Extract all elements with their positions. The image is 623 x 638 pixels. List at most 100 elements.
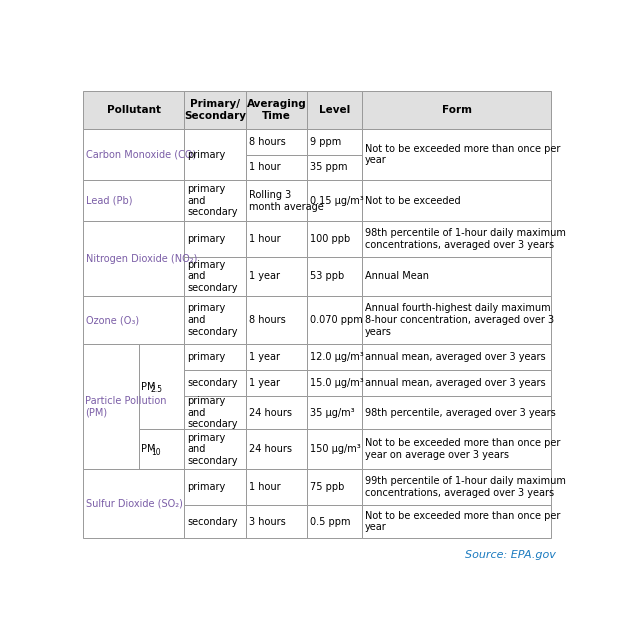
Bar (362, 91, 551, 129)
Text: Not to be exceeded more than once per
year on average over 3 years: Not to be exceeded more than once per ye… (365, 438, 560, 460)
Text: 35 μg/m³: 35 μg/m³ (310, 408, 355, 418)
Bar (139, 429, 184, 469)
Bar (362, 505, 551, 538)
Bar (362, 396, 551, 429)
Text: annual mean, averaged over 3 years: annual mean, averaged over 3 years (365, 378, 545, 388)
Bar (184, 370, 246, 396)
Bar (308, 296, 362, 344)
Text: primary: primary (188, 352, 226, 362)
Bar (184, 344, 246, 370)
Bar (362, 469, 551, 505)
Bar (83, 181, 184, 221)
Text: secondary: secondary (188, 517, 238, 526)
Text: Annual Mean: Annual Mean (365, 272, 429, 281)
Bar (83, 221, 184, 296)
Bar (184, 129, 246, 181)
Bar (362, 429, 551, 469)
Bar (83, 296, 184, 344)
Text: 24 hours: 24 hours (249, 444, 292, 454)
Text: 98th percentile of 1-hour daily maximum
concentrations, averaged over 3 years: 98th percentile of 1-hour daily maximum … (365, 228, 566, 250)
Text: Form: Form (442, 105, 472, 115)
Bar (246, 181, 308, 221)
Bar (362, 129, 551, 181)
Bar (184, 91, 246, 129)
Text: Lead (Pb): Lead (Pb) (85, 196, 132, 206)
Text: 9 ppm: 9 ppm (310, 137, 341, 147)
Bar (83, 344, 139, 469)
Bar (246, 221, 308, 257)
Text: PM: PM (141, 382, 156, 392)
Text: 1 year: 1 year (249, 272, 280, 281)
Text: Ozone (O₃): Ozone (O₃) (85, 315, 139, 325)
Text: primary: primary (188, 149, 226, 160)
Text: 99th percentile of 1-hour daily maximum
concentrations, averaged over 3 years: 99th percentile of 1-hour daily maximum … (365, 477, 566, 498)
Bar (246, 505, 308, 538)
Bar (83, 129, 184, 181)
Bar (246, 257, 308, 296)
Text: 75 ppb: 75 ppb (310, 482, 345, 492)
Bar (246, 91, 308, 129)
Text: 53 ppb: 53 ppb (310, 272, 345, 281)
Bar (83, 469, 184, 538)
Bar (246, 296, 308, 344)
Bar (308, 221, 362, 257)
Bar (246, 344, 308, 370)
Text: Rolling 3
month average: Rolling 3 month average (249, 190, 323, 212)
Bar (246, 370, 308, 396)
Bar (246, 396, 308, 429)
Text: annual mean, averaged over 3 years: annual mean, averaged over 3 years (365, 352, 545, 362)
Text: primary
and
secondary: primary and secondary (188, 396, 238, 429)
Text: primary: primary (188, 482, 226, 492)
Text: 10: 10 (151, 448, 160, 457)
Bar (246, 469, 308, 505)
Bar (362, 221, 551, 257)
Bar (139, 344, 184, 429)
Text: 1 year: 1 year (249, 378, 280, 388)
Bar (184, 181, 246, 221)
Bar (308, 344, 362, 370)
Text: 98th percentile, averaged over 3 years: 98th percentile, averaged over 3 years (365, 408, 556, 418)
Text: 0.15 μg/m³: 0.15 μg/m³ (310, 196, 364, 206)
Text: secondary: secondary (188, 378, 238, 388)
Text: 1 hour: 1 hour (249, 234, 280, 244)
Text: 0.070 ppm: 0.070 ppm (310, 315, 363, 325)
Text: Averaging
Time: Averaging Time (247, 99, 307, 121)
Bar (184, 221, 246, 257)
Text: Carbon Monoxide (CO): Carbon Monoxide (CO) (85, 149, 196, 160)
Bar (308, 396, 362, 429)
Text: Not to be exceeded more than once per
year: Not to be exceeded more than once per ye… (365, 144, 560, 165)
Bar (362, 181, 551, 221)
Text: primary
and
secondary: primary and secondary (188, 184, 238, 218)
Text: 3 hours: 3 hours (249, 517, 285, 526)
Bar (308, 505, 362, 538)
Text: 1 hour: 1 hour (249, 163, 280, 172)
Text: 0.5 ppm: 0.5 ppm (310, 517, 351, 526)
Bar (308, 129, 362, 154)
Text: Nitrogen Dioxide (NO₂): Nitrogen Dioxide (NO₂) (85, 253, 197, 263)
Text: primary
and
secondary: primary and secondary (188, 304, 238, 337)
Bar (184, 469, 246, 505)
Text: 1 hour: 1 hour (249, 482, 280, 492)
Bar (308, 154, 362, 181)
Text: 12.0 μg/m³: 12.0 μg/m³ (310, 352, 364, 362)
Text: 24 hours: 24 hours (249, 408, 292, 418)
Text: Source: EPA.gov: Source: EPA.gov (465, 551, 556, 560)
Bar (246, 429, 308, 469)
Text: 100 ppb: 100 ppb (310, 234, 351, 244)
Text: Primary/
Secondary: Primary/ Secondary (184, 99, 246, 121)
Text: Particle Pollution
(PM): Particle Pollution (PM) (85, 396, 166, 417)
Bar (362, 370, 551, 396)
Bar (308, 469, 362, 505)
Bar (83, 91, 184, 129)
Bar (184, 429, 246, 469)
Bar (308, 91, 362, 129)
Bar (362, 296, 551, 344)
Text: 1 year: 1 year (249, 352, 280, 362)
Text: Pollutant: Pollutant (107, 105, 161, 115)
Bar (246, 129, 308, 154)
Text: 8 hours: 8 hours (249, 137, 285, 147)
Text: 2.5: 2.5 (151, 385, 163, 394)
Bar (362, 257, 551, 296)
Text: primary
and
secondary: primary and secondary (188, 433, 238, 466)
Text: Level: Level (319, 105, 350, 115)
